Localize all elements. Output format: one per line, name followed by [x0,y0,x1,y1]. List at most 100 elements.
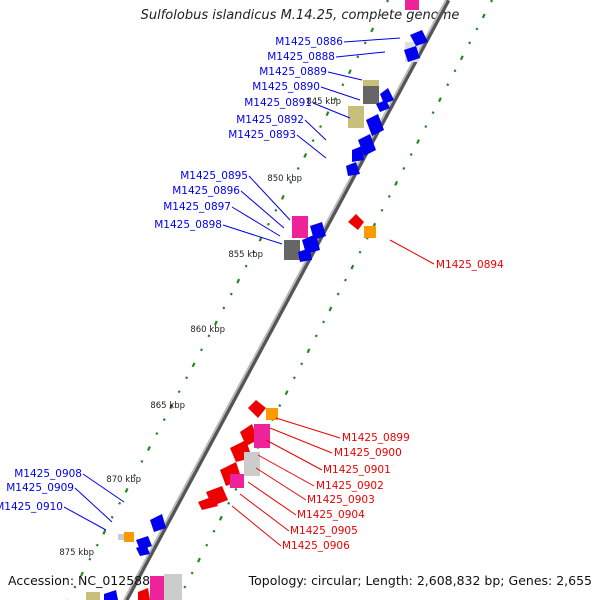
accession-text: Accession: NC_012588 [8,573,151,588]
gene-label[interactable]: M1425_0910 [0,501,63,513]
leader-line [257,454,315,487]
gene-label[interactable]: M1425_0908 [14,468,82,480]
left-leader-lines [63,37,401,531]
gc-mark [459,55,464,61]
gene-box [244,452,260,476]
leader-line [335,51,386,58]
gc-mark [314,334,318,338]
gene-label[interactable]: M1425_0909 [6,482,74,494]
gene-arrow [302,234,320,254]
gc-mark [402,166,406,170]
gene-label[interactable]: M1425_0895 [180,170,248,182]
leader-line [265,439,323,471]
scale-tick-label: 860 kbp [190,325,225,335]
leader-line [240,190,285,229]
gene-label[interactable]: M1425_0904 [297,509,365,521]
gc-mark [258,236,263,242]
gene-label[interactable]: M1425_0891 [244,97,312,109]
gc-mark [118,501,122,505]
genome-title: Sulfolobus islandicus M.14.25, complete … [140,8,460,23]
gc-mark [102,529,107,535]
gc-mark [292,376,296,380]
gene-label[interactable]: M1425_0896 [172,185,240,197]
gc-mark [322,320,326,324]
gene-arrow [136,544,150,556]
gene-label[interactable]: M1425_0894 [436,259,504,271]
gene-box [348,106,364,128]
gc-mark [380,208,384,212]
gc-mark [73,585,77,589]
gc-mark [431,111,435,115]
leader-line [247,481,297,516]
gene-label[interactable]: M1425_0899 [342,432,410,444]
gc-mark [266,222,270,226]
length-text: Length: 2,608,832 bp; [365,573,505,588]
gene-label[interactable]: M1425_0901 [323,464,391,476]
gc-mark [274,208,278,212]
leader-line [82,473,125,503]
gc-marks [66,0,493,600]
genome-backbone [123,0,451,600]
leader-line [74,487,113,523]
gc-mark [356,55,360,59]
gene-box [284,240,300,260]
gc-mark [378,13,382,17]
scale-tick-labels: 845 kbp 850 kbp 855 kbp 860 kbp 865 kbp … [59,97,341,558]
gene-label[interactable]: M1425_0902 [316,480,384,492]
gc-mark [218,515,223,521]
gene-label[interactable]: M1425_0886 [275,36,343,48]
gene-label[interactable]: M1425_0893 [228,129,296,141]
gene-label[interactable]: M1425_0897 [163,201,231,213]
gene-box [364,226,376,238]
gene-arrow [410,30,428,46]
scale-tick-label: 865 kbp [150,401,185,411]
gc-mark [333,97,337,101]
gc-mark [110,515,114,519]
gene-arrow [150,514,166,532]
leader-line [320,86,361,101]
gc-mark [438,97,442,103]
gene-features [86,0,428,600]
gc-mark [394,180,399,186]
gc-mark [197,557,201,563]
gc-mark [252,250,256,254]
gene-box [266,408,278,420]
gc-mark [133,473,136,477]
gene-label[interactable]: M1425_0906 [282,540,350,552]
gene-label[interactable]: M1425_0889 [259,66,327,78]
gc-mark [183,585,187,589]
gene-arrow [248,400,266,418]
gene-label[interactable]: M1425_0900 [334,447,402,459]
gc-mark [146,446,151,451]
gc-mark [468,41,472,45]
gc-mark [341,83,345,87]
gene-label[interactable]: M1425_0890 [252,81,320,93]
gene-label[interactable]: M1425_0892 [236,114,304,126]
gc-mark [350,264,355,270]
scale-tick-label: 845 kbp [306,97,341,107]
leader-line [248,175,291,221]
gene-label[interactable]: M1425_0888 [267,51,335,63]
gene-arrow [376,100,390,112]
gene-box [150,576,164,600]
right-gene-labels: M1425_0894 M1425_0899 M1425_0900 M1425_0… [282,259,504,552]
gc-mark [490,0,493,3]
gene-box [86,592,100,600]
gc-mark [416,139,420,145]
gene-arrow [366,114,384,136]
gc-mark [347,69,352,75]
topology-text: Topology: circular; [248,573,362,588]
gene-label[interactable]: M1425_0905 [290,525,358,537]
gene-label[interactable]: M1425_0898 [154,219,222,231]
gc-mark [475,27,479,31]
gene-arrow [138,588,150,600]
gene-box [292,216,308,238]
gc-mark [325,111,330,117]
leader-line [255,467,307,501]
scale-tick-label: 870 kbp [106,475,141,485]
gene-label[interactable]: M1425_0903 [307,494,375,506]
gene-arrow [348,214,364,230]
gene-arrow [298,248,312,262]
genome-summary: Topology: circular; Length: 2,608,832 bp… [249,573,592,588]
